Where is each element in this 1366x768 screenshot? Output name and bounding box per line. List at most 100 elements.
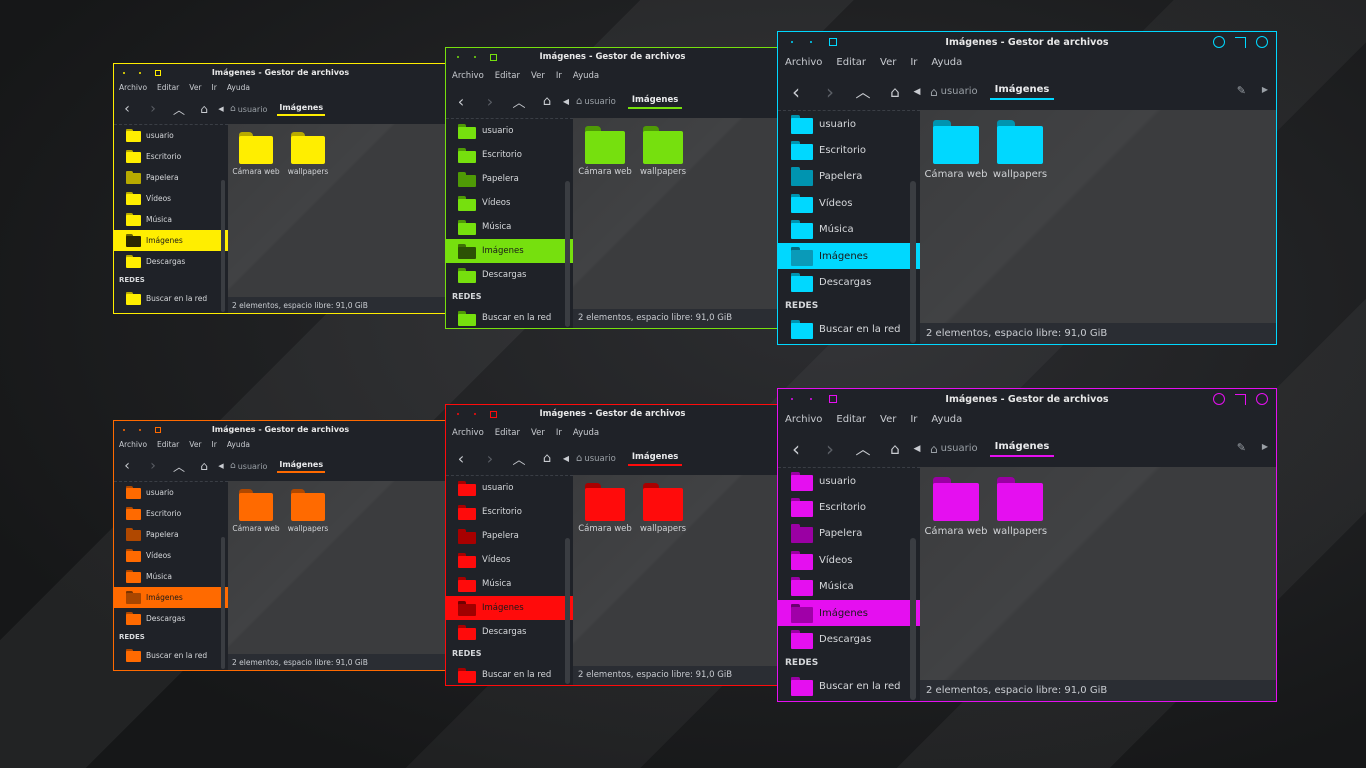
maximize-icon[interactable] bbox=[1235, 36, 1246, 48]
titlebar[interactable]: Imágenes - Gestor de archivos bbox=[114, 421, 447, 438]
sidebar-item-escritorio[interactable]: Escritorio bbox=[778, 137, 920, 163]
breadcrumb-left-arrow[interactable]: ◀ bbox=[218, 105, 224, 113]
sidebar-item-network[interactable]: Buscar en la red bbox=[778, 674, 920, 700]
breadcrumb-right-arrow[interactable]: ▶ bbox=[1261, 442, 1268, 451]
menu-ayuda[interactable]: Ayuda bbox=[226, 83, 250, 92]
sidebar-item-papelera[interactable]: Papelera bbox=[114, 524, 228, 545]
breadcrumb-left-arrow[interactable]: ◀ bbox=[913, 443, 921, 454]
menu-editar[interactable]: Editar bbox=[836, 57, 866, 68]
sidebar-item-papelera[interactable]: Papelera bbox=[446, 167, 573, 191]
file-item-wallpapers[interactable]: wallpapers bbox=[635, 126, 691, 177]
menu-ir[interactable]: Ir bbox=[211, 83, 217, 92]
forward-button[interactable]: › bbox=[150, 458, 156, 474]
menu-archivo[interactable]: Archivo bbox=[119, 440, 148, 449]
home-button[interactable]: ⌂ bbox=[890, 82, 900, 101]
breadcrumb-right-arrow[interactable]: ▶ bbox=[1261, 85, 1268, 94]
back-button[interactable]: ‹ bbox=[124, 458, 130, 474]
sidebar-item-musica[interactable]: Música bbox=[778, 574, 920, 600]
up-button[interactable]: ︿ bbox=[512, 453, 526, 468]
sidebar-item-videos[interactable]: Vídeos bbox=[114, 545, 228, 566]
menu-ver[interactable]: Ver bbox=[530, 70, 545, 81]
home-button[interactable]: ⌂ bbox=[200, 459, 208, 473]
sidebar-scrollbar[interactable] bbox=[565, 538, 570, 684]
sidebar-item-musica[interactable]: Música bbox=[114, 209, 228, 230]
breadcrumb-usuario[interactable]: ⌂ usuario bbox=[230, 461, 267, 471]
sidebar-scrollbar[interactable] bbox=[910, 538, 916, 700]
sidebar-item-imagenes[interactable]: Imágenes bbox=[778, 242, 920, 270]
breadcrumb-current[interactable]: Imágenes bbox=[627, 452, 683, 466]
sidebar-item-escritorio[interactable]: Escritorio bbox=[114, 146, 228, 167]
sidebar-item-network[interactable]: Buscar en la red bbox=[778, 317, 920, 343]
breadcrumb-left-arrow[interactable]: ◀ bbox=[218, 462, 224, 470]
maximize-icon[interactable] bbox=[1235, 393, 1246, 405]
menu-ir[interactable]: Ir bbox=[910, 414, 918, 425]
breadcrumb-usuario[interactable]: ⌂ usuario bbox=[576, 453, 616, 464]
menu-ayuda[interactable]: Ayuda bbox=[572, 427, 600, 438]
breadcrumb-current[interactable]: Imágenes bbox=[989, 84, 1055, 100]
sidebar-item-musica[interactable]: Música bbox=[446, 215, 573, 239]
sidebar-item-imagenes[interactable]: Imágenes bbox=[778, 599, 920, 627]
sidebar-item-videos[interactable]: Vídeos bbox=[778, 190, 920, 216]
file-item-camara-web[interactable]: Cámara web bbox=[924, 120, 988, 180]
breadcrumb-usuario[interactable]: ⌂ usuario bbox=[930, 442, 978, 456]
up-button[interactable]: ︿ bbox=[855, 440, 871, 458]
sidebar-item-usuario[interactable]: usuario bbox=[446, 119, 573, 143]
sidebar-item-musica[interactable]: Música bbox=[114, 566, 228, 587]
pencil-icon[interactable]: ✎ bbox=[1236, 84, 1246, 97]
sidebar-item-musica[interactable]: Música bbox=[446, 572, 573, 596]
sidebar-item-descargas[interactable]: Descargas bbox=[446, 263, 573, 287]
menu-ver[interactable]: Ver bbox=[189, 83, 202, 92]
menu-archivo[interactable]: Archivo bbox=[452, 70, 484, 81]
minimize-icon[interactable] bbox=[1213, 36, 1225, 48]
breadcrumb-left-arrow[interactable]: ◀ bbox=[913, 86, 921, 97]
up-button[interactable]: ︿ bbox=[172, 459, 185, 474]
back-button[interactable]: ‹ bbox=[792, 79, 800, 104]
sidebar-item-network[interactable]: Buscar en la red bbox=[114, 288, 228, 309]
sidebar-scrollbar[interactable] bbox=[221, 180, 225, 312]
breadcrumb-current[interactable]: Imágenes bbox=[627, 95, 683, 109]
home-button[interactable]: ⌂ bbox=[200, 102, 208, 116]
sidebar-item-descargas[interactable]: Descargas bbox=[114, 251, 228, 272]
breadcrumb-current[interactable]: Imágenes bbox=[277, 103, 326, 116]
menu-ir[interactable]: Ir bbox=[211, 440, 217, 449]
sidebar-item-imagenes[interactable]: Imágenes bbox=[446, 596, 573, 620]
menu-archivo[interactable]: Archivo bbox=[785, 414, 823, 425]
file-item-wallpapers[interactable]: wallpapers bbox=[284, 489, 332, 533]
titlebar[interactable]: Imágenes - Gestor de archivos bbox=[778, 389, 1276, 409]
menu-editar[interactable]: Editar bbox=[157, 83, 180, 92]
sidebar-item-videos[interactable]: Vídeos bbox=[778, 547, 920, 573]
file-item-wallpapers[interactable]: wallpapers bbox=[635, 483, 691, 534]
breadcrumb-left-arrow[interactable]: ◀ bbox=[562, 454, 570, 463]
breadcrumb-usuario[interactable]: ⌂ usuario bbox=[576, 96, 616, 107]
minimize-icon[interactable] bbox=[1213, 393, 1225, 405]
file-item-wallpapers[interactable]: wallpapers bbox=[988, 120, 1052, 180]
file-item-camara-web[interactable]: Cámara web bbox=[577, 126, 633, 177]
sidebar-item-papelera[interactable]: Papelera bbox=[446, 524, 573, 548]
sidebar-item-papelera[interactable]: Papelera bbox=[114, 167, 228, 188]
home-button[interactable]: ⌂ bbox=[542, 451, 552, 466]
file-item-camara-web[interactable]: Cámara web bbox=[232, 132, 280, 176]
up-button[interactable]: ︿ bbox=[512, 96, 526, 111]
sidebar-item-imagenes[interactable]: Imágenes bbox=[114, 587, 228, 608]
forward-button[interactable]: › bbox=[486, 449, 494, 468]
home-button[interactable]: ⌂ bbox=[542, 94, 552, 109]
sidebar-item-descargas[interactable]: Descargas bbox=[778, 626, 920, 652]
menu-editar[interactable]: Editar bbox=[836, 414, 866, 425]
menu-ver[interactable]: Ver bbox=[189, 440, 202, 449]
titlebar[interactable]: Imágenes - Gestor de archivos bbox=[446, 405, 779, 423]
close-icon[interactable] bbox=[1256, 36, 1268, 48]
menu-archivo[interactable]: Archivo bbox=[785, 57, 823, 68]
sidebar-item-network[interactable]: Buscar en la red bbox=[446, 306, 573, 328]
close-icon[interactable] bbox=[1256, 393, 1268, 405]
sidebar-item-videos[interactable]: Vídeos bbox=[446, 548, 573, 572]
breadcrumb-usuario[interactable]: ⌂ usuario bbox=[930, 85, 978, 99]
forward-button[interactable]: › bbox=[486, 92, 494, 111]
menu-ayuda[interactable]: Ayuda bbox=[931, 414, 963, 425]
sidebar-item-usuario[interactable]: usuario bbox=[446, 476, 573, 500]
menu-editar[interactable]: Editar bbox=[157, 440, 180, 449]
pencil-icon[interactable]: ✎ bbox=[1236, 441, 1246, 454]
back-button[interactable]: ‹ bbox=[792, 436, 800, 461]
menu-editar[interactable]: Editar bbox=[494, 427, 520, 438]
menu-ir[interactable]: Ir bbox=[910, 57, 918, 68]
sidebar-scrollbar[interactable] bbox=[221, 537, 225, 669]
